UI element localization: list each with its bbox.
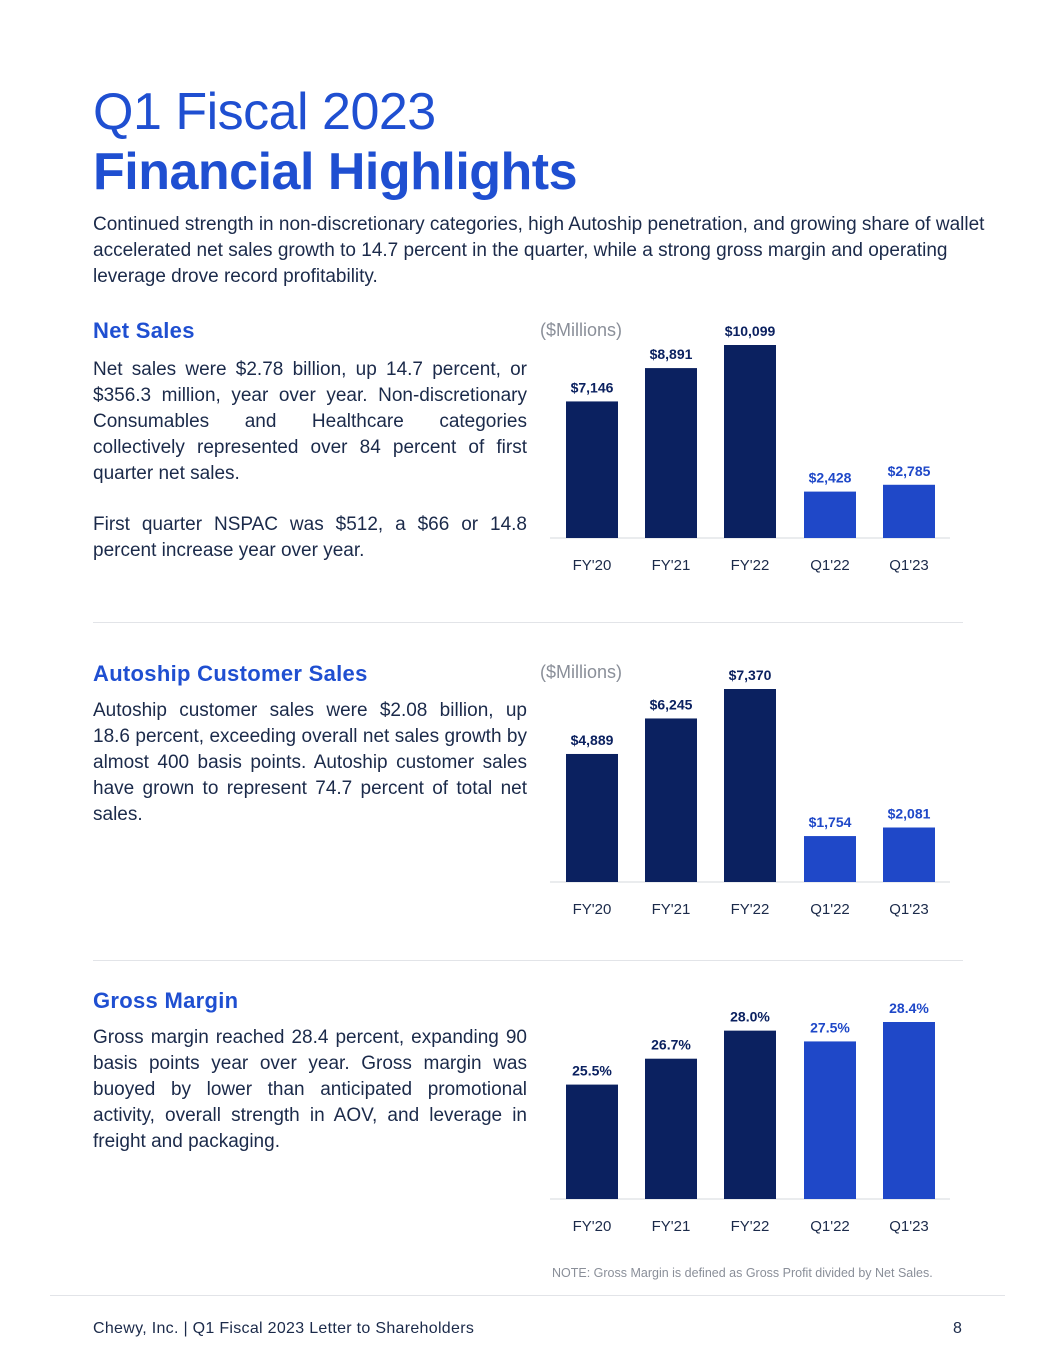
data-label: $2,081 (888, 806, 931, 822)
data-label: $2,785 (888, 463, 931, 479)
bar (645, 718, 697, 882)
category-label: Q1'23 (889, 901, 929, 918)
category-label: FY'22 (731, 901, 770, 918)
data-label: $10,099 (725, 323, 776, 339)
net-sales-units-label: ($Millions) (540, 320, 623, 340)
bar (724, 1030, 776, 1199)
data-label: $4,889 (571, 732, 614, 748)
section-divider (93, 622, 963, 623)
bar (566, 1084, 618, 1199)
page-title-line2: Financial Highlights (93, 143, 578, 201)
bar (883, 1022, 935, 1199)
data-label: 28.4% (889, 1000, 929, 1016)
category-label: Q1'23 (889, 557, 929, 574)
data-label: 28.0% (730, 1009, 770, 1025)
gross-margin-paragraph: Gross margin reached 28.4 percent, expan… (93, 1027, 527, 1152)
data-label: $6,245 (650, 696, 693, 712)
data-label: 25.5% (572, 1063, 612, 1079)
data-label: $1,754 (809, 814, 852, 830)
gross-margin-note: NOTE: Gross Margin is defined as Gross P… (552, 1266, 933, 1280)
bar (883, 827, 935, 882)
autoship-units-label: ($Millions) (540, 662, 623, 682)
category-label: Q1'22 (810, 557, 850, 574)
data-label: $8,891 (650, 346, 693, 362)
category-label: FY'20 (573, 1218, 612, 1235)
autoship-chart: $4,889 FY'20 $6,245 FY'21 $7,370 FY'22 $1,754 Q… (550, 665, 950, 925)
bar (724, 689, 776, 882)
category-label: FY'21 (652, 1218, 691, 1235)
bar (804, 1041, 856, 1199)
category-label: FY'20 (573, 557, 612, 574)
category-label: FY'21 (652, 557, 691, 574)
page-number: 8 (953, 1320, 962, 1337)
category-label: FY'22 (731, 1218, 770, 1235)
data-label: $7,370 (729, 667, 772, 683)
footer-divider (50, 1295, 1005, 1296)
data-label: 27.5% (810, 1019, 850, 1035)
category-label: FY'21 (652, 901, 691, 918)
gross-margin-chart-svg: 25.5% FY'20 26.7% FY'21 28.0% FY'22 27.5% Q1'22… (550, 1000, 950, 1235)
net-sales-paragraph-1: Net sales were $2.78 billion, up 14.7 pe… (93, 359, 527, 484)
category-label: FY'22 (731, 557, 770, 574)
section-divider (93, 960, 963, 961)
autoship-heading: Autoship Customer Sales (93, 661, 368, 686)
category-label: Q1'22 (810, 901, 850, 918)
footer-text: Chewy, Inc. | Q1 Fiscal 2023 Letter to S… (93, 1320, 475, 1337)
category-label: Q1'22 (810, 1218, 850, 1235)
page-title-line1: Q1 Fiscal 2023 (93, 83, 436, 141)
bar (566, 753, 618, 882)
intro-paragraph: Continued strength in non-discretionary … (93, 214, 985, 287)
bar (645, 1058, 697, 1199)
autoship-chart-svg: $4,889 FY'20 $6,245 FY'21 $7,370 FY'22 $1,754 Q… (550, 667, 950, 918)
bar (724, 345, 776, 538)
net-sales-chart: $7,146 FY'20 $8,891 FY'21 $10,099 FY'22 $2,428… (550, 320, 950, 580)
bar (566, 401, 618, 538)
bar (883, 484, 935, 538)
gross-margin-heading: Gross Margin (93, 988, 239, 1013)
data-label: 26.7% (651, 1037, 691, 1053)
bar (645, 368, 697, 538)
category-label: FY'20 (573, 901, 612, 918)
net-sales-paragraph-2: First quarter NSPAC was $512, a $66 or 1… (93, 514, 527, 561)
category-label: Q1'23 (889, 1218, 929, 1235)
net-sales-chart-svg: $7,146 FY'20 $8,891 FY'21 $10,099 FY'22 $2,428… (550, 323, 950, 574)
bar (804, 836, 856, 882)
net-sales-heading: Net Sales (93, 318, 195, 343)
gross-margin-chart: 25.5% FY'20 26.7% FY'21 28.0% FY'22 27.5% Q1'22… (550, 980, 950, 1240)
data-label: $7,146 (571, 379, 614, 395)
autoship-paragraph: Autoship customer sales were $2.08 billi… (93, 700, 527, 825)
data-label: $2,428 (809, 470, 852, 486)
bar (804, 491, 856, 538)
